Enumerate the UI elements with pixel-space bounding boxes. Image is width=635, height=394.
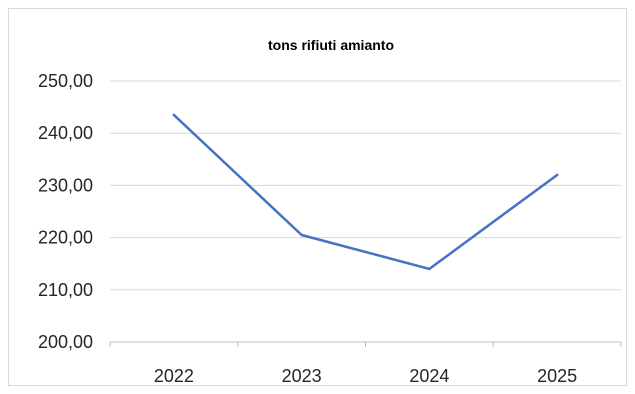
gridlines bbox=[110, 80, 621, 291]
y-tick-label: 220,00 bbox=[38, 228, 93, 248]
data-point bbox=[172, 113, 176, 117]
chart-area bbox=[8, 8, 627, 386]
x-tick-label: 2024 bbox=[409, 366, 449, 386]
series-group bbox=[172, 113, 559, 271]
x-tick-label: 2023 bbox=[282, 366, 322, 386]
y-tick-label: 230,00 bbox=[38, 175, 93, 195]
y-tick-label: 250,00 bbox=[38, 71, 93, 91]
series-line bbox=[172, 113, 559, 271]
y-tick-label: 210,00 bbox=[38, 280, 93, 300]
y-tick-label: 200,00 bbox=[38, 332, 93, 352]
data-point bbox=[300, 233, 303, 237]
x-tick-label: 2022 bbox=[154, 366, 194, 386]
x-tick-label: 2025 bbox=[537, 366, 577, 386]
x-axis-tick-labels: 2022 2023 2024 2025 bbox=[154, 366, 577, 386]
y-tick-label: 240,00 bbox=[38, 123, 93, 143]
data-point bbox=[555, 173, 559, 177]
chart-title: tons rifiuti amianto bbox=[268, 37, 394, 53]
data-point bbox=[428, 267, 431, 271]
y-axis-tick-labels: 200,00 210,00 220,00 230,00 240,00 250,00 bbox=[38, 71, 93, 352]
x-axis bbox=[109, 341, 622, 347]
